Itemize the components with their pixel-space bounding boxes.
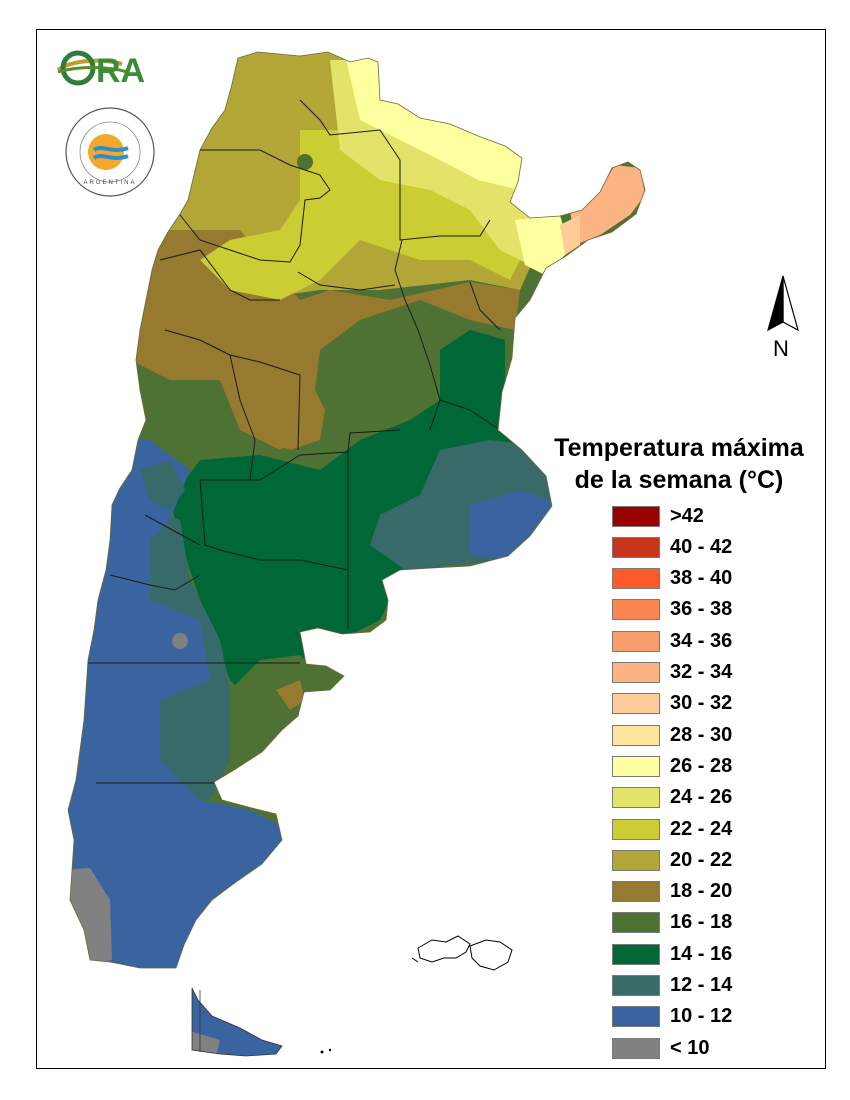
legend-item: 14 - 16 [612,942,812,966]
legend-label: 28 - 30 [670,723,733,746]
legend-label: 40 - 42 [670,535,733,558]
legend-item: 16 - 18 [612,911,812,935]
legend-swatch [612,818,660,840]
legend-swatch [612,912,660,934]
legend-swatch [612,630,660,652]
legend-item: 36 - 38 [612,598,812,622]
legend-swatch [612,1006,660,1028]
legend-swatch [612,881,660,903]
legend-title-line1: Temperatura máxima [554,434,804,462]
legend-item: 10 - 12 [612,1005,812,1029]
legend-swatch [612,536,660,558]
legend-label: 22 - 24 [670,817,733,840]
legend-swatch [612,849,660,871]
legend-label: 10 - 12 [670,1005,733,1028]
legend-swatch [612,568,660,590]
legend-label: 36 - 38 [670,598,733,621]
north-label: N [773,336,789,361]
legend-label: 24 - 26 [670,786,733,809]
legend-item: 28 - 30 [612,723,812,747]
legend-label: 18 - 20 [670,880,733,903]
legend-swatch [612,505,660,527]
legend-item: 30 - 32 [612,692,812,716]
legend-swatch [612,599,660,621]
legend-swatch [612,787,660,809]
legend-item: 20 - 22 [612,848,812,872]
svg-text:ARGENTINA: ARGENTINA [83,180,136,186]
legend-label: 32 - 34 [670,661,733,683]
north-arrow-icon [767,275,799,332]
legend-label: 16 - 18 [670,911,733,934]
legend-label: 12 - 14 [670,974,733,996]
legend-item: 24 - 26 [612,786,812,810]
legend-swatch [612,943,660,965]
legend-item: 26 - 28 [612,754,812,778]
legend-item: 38 - 40 [612,567,812,591]
legend-item: 22 - 24 [612,817,812,841]
legend-title-line2: de la semana (°C) [574,466,784,494]
legend-label: 26 - 28 [670,754,733,777]
legend-item: 18 - 20 [612,880,812,904]
legend-swatch [612,724,660,746]
legend-item: >42 [612,504,812,528]
legend-swatch [612,975,660,996]
legend-item: 12 - 14 [612,974,812,998]
legend-swatch [612,693,660,715]
legend-label: < 10 [670,1036,710,1059]
legend-item: 32 - 34 [612,661,812,685]
legend-swatch [612,662,660,683]
legend-label: 30 - 32 [670,692,733,715]
legend-label: >42 [670,504,704,527]
svg-text:RA: RA [96,52,145,90]
legend-label: 38 - 40 [670,567,733,590]
legend-item: 34 - 36 [612,629,812,653]
legend-swatch [612,1037,660,1059]
legend-label: 20 - 22 [670,848,733,871]
legend-title: Temperatura máxima de la semana (°C) [548,432,810,496]
legend-label: 14 - 16 [670,942,733,965]
legend-swatch [612,755,660,777]
smn-logo: ARGENTINA [65,107,155,197]
ora-logo: RA [56,50,145,90]
legend-item: 40 - 42 [612,535,812,559]
legend-label: 34 - 36 [670,629,733,652]
legend-item: < 10 [612,1036,812,1060]
